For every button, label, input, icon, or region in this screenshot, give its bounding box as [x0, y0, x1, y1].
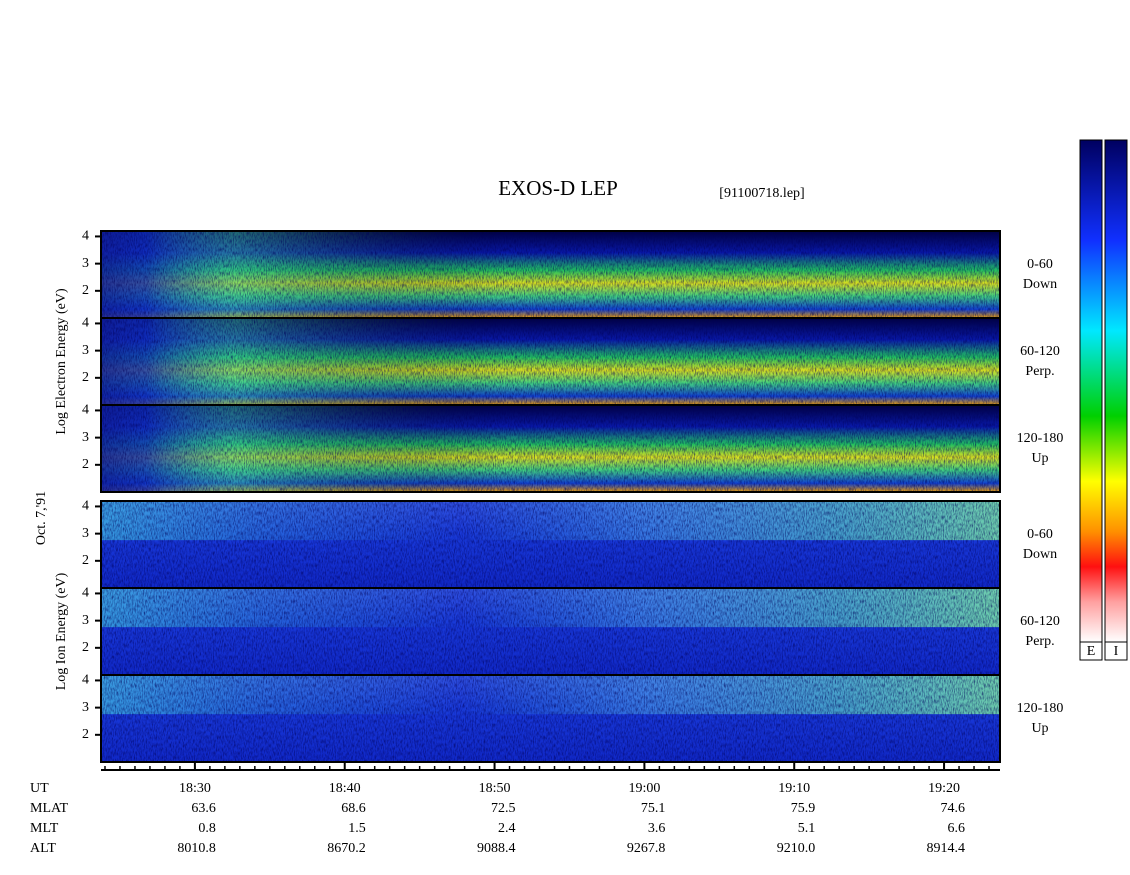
y-tick-label: 3: [82, 700, 89, 715]
x-tick-label: 18:50: [479, 781, 511, 796]
panel-label: 0-60: [1027, 527, 1053, 542]
y-tick-label: 2: [82, 457, 89, 472]
y-tick-label: 3: [82, 613, 89, 628]
y-tick-label: 3: [82, 343, 89, 358]
x-tick-label: 18:40: [329, 781, 361, 796]
y-tick-label: 4: [82, 316, 89, 331]
row-value: 72.5: [491, 801, 516, 816]
y-tick-label: 2: [82, 283, 89, 298]
x-tick-label: 19:00: [628, 781, 660, 796]
row-value: 75.9: [791, 801, 816, 816]
y-tick-label: 2: [82, 727, 89, 742]
row-value: 63.6: [191, 801, 216, 816]
y-tick-label: 3: [82, 430, 89, 445]
panel-label: 60-120: [1020, 344, 1060, 359]
y-tick-label: 4: [82, 499, 89, 514]
row-value: 8670.2: [327, 841, 366, 856]
panel-label: Up: [1031, 721, 1048, 736]
row-label: MLT: [30, 821, 59, 836]
y-tick-label: 4: [82, 229, 89, 244]
row-value: 9088.4: [477, 841, 516, 856]
spectrogram-noise: [101, 501, 1000, 588]
y-axis-label: Log Electron Energy (eV): [54, 288, 69, 435]
file-name: [91100718.lep]: [719, 186, 804, 201]
row-value: 8010.8: [177, 841, 216, 856]
panel-label: Down: [1023, 547, 1057, 562]
panel-frame: [100, 404, 1001, 493]
panel-label: Down: [1023, 277, 1057, 292]
row-value: 8914.4: [927, 841, 966, 856]
row-label: ALT: [30, 841, 56, 856]
row-value: 2.4: [498, 821, 516, 836]
spectrogram-noise: [101, 231, 1000, 318]
row-value: 5.1: [798, 821, 816, 836]
y-tick-label: 4: [82, 403, 89, 418]
y-tick-label: 2: [82, 370, 89, 385]
colorbar-label-box: [1104, 641, 1128, 661]
panel-label: Up: [1031, 451, 1048, 466]
colorbar-label: I: [1114, 644, 1119, 659]
row-value: 75.1: [641, 801, 666, 816]
colorbar-label: E: [1087, 644, 1096, 659]
row-value: 0.8: [198, 821, 216, 836]
panel-label: Perp.: [1025, 634, 1054, 649]
panel-label: 120-180: [1017, 701, 1064, 716]
row-value: 1.5: [348, 821, 366, 836]
row-value: 74.6: [941, 801, 966, 816]
row-value: 68.6: [341, 801, 366, 816]
colorbar: [1079, 139, 1103, 643]
colorbar-label-box: [1079, 641, 1103, 661]
panel-label: 60-120: [1020, 614, 1060, 629]
row-value: 9210.0: [777, 841, 816, 856]
x-tick-label: 19:20: [928, 781, 960, 796]
spectrogram-noise: [101, 318, 1000, 405]
date: Oct. 7,'91: [34, 491, 49, 545]
panel-label: Perp.: [1025, 364, 1054, 379]
y-tick-label: 2: [82, 640, 89, 655]
y-tick-label: 4: [82, 586, 89, 601]
y-axis-label: Log Ion Energy (eV): [54, 572, 69, 690]
y-tick-label: 2: [82, 553, 89, 568]
x-tick-label: 18:30: [179, 781, 211, 796]
row-value: 6.6: [948, 821, 966, 836]
row-value: 9267.8: [627, 841, 666, 856]
panel-label: 0-60: [1027, 257, 1053, 272]
y-tick-label: 3: [82, 526, 89, 541]
panel-frame: [100, 674, 1001, 763]
spectrogram-noise: [101, 405, 1000, 492]
row-label: UT: [30, 781, 49, 796]
spectrogram-noise: [101, 588, 1000, 675]
colorbar: [1104, 139, 1128, 643]
title: EXOS-D LEP: [498, 176, 618, 200]
panel-label: 120-180: [1017, 431, 1064, 446]
spectrogram-noise: [101, 675, 1000, 762]
x-tick-label: 19:10: [778, 781, 810, 796]
row-value: 3.6: [648, 821, 666, 836]
row-label: MLAT: [30, 801, 69, 816]
y-tick-label: 3: [82, 256, 89, 271]
y-tick-label: 4: [82, 673, 89, 688]
